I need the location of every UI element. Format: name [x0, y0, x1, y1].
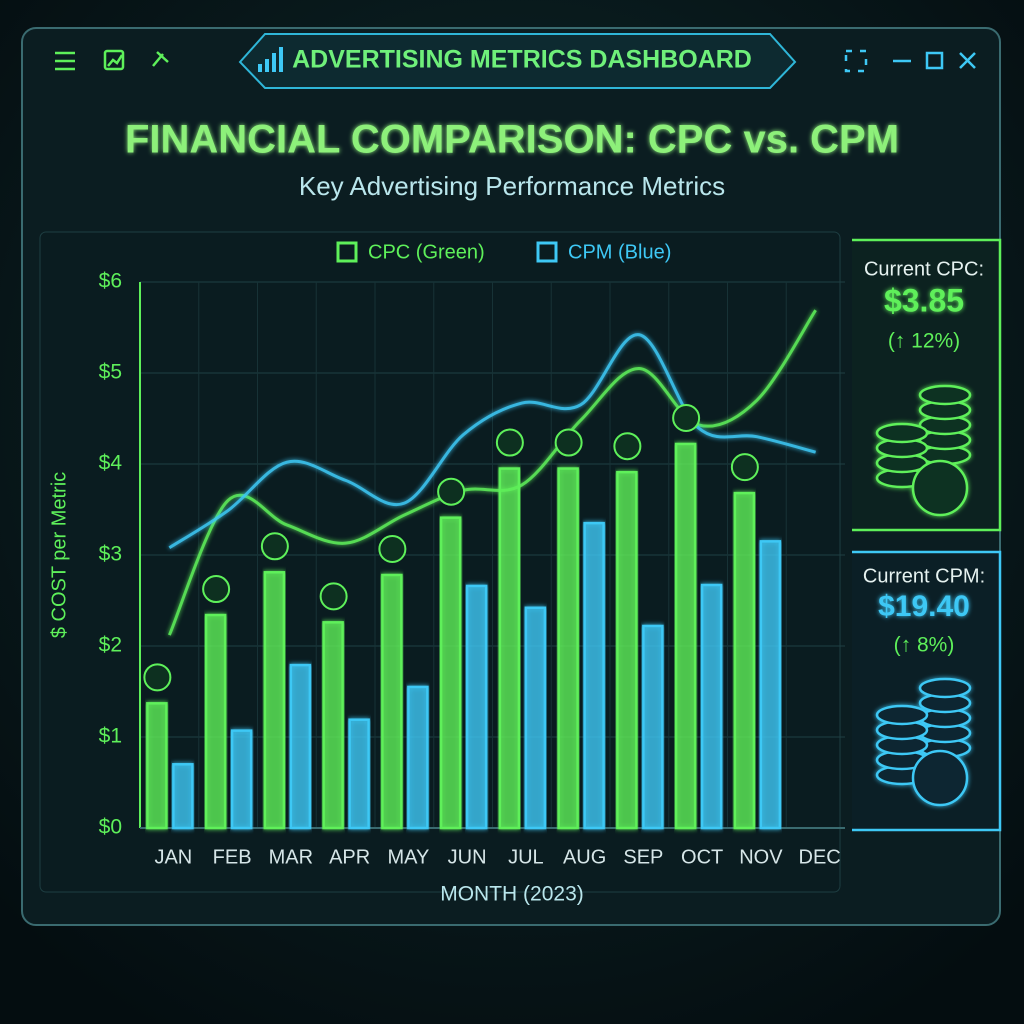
y-tick-label: $1: [99, 725, 122, 748]
y-tick-label: $5: [99, 361, 122, 384]
coin-icon: [437, 477, 466, 506]
bar: [289, 663, 312, 830]
x-tick-label: MAY: [387, 846, 429, 868]
card-label: Current CPC:: [864, 258, 984, 280]
window-controls[interactable]: [844, 49, 976, 73]
bar: [524, 606, 547, 830]
y-tick-label: $0: [99, 816, 122, 839]
side-panel: Current CPC: $3.85 (↑ 12%) Current CPM: …: [852, 238, 1002, 832]
trend-line: [167, 309, 817, 636]
x-tick-label: OCT: [681, 846, 723, 868]
chart-title: FINANCIAL COMPARISON: CPC vs. CPM: [125, 118, 899, 162]
bar: [263, 571, 286, 830]
window-title: ADVERTISING METRICS DASHBOARD: [292, 46, 752, 74]
coin-icon: [554, 428, 583, 457]
bar: [407, 685, 429, 830]
bar: [700, 583, 723, 830]
title-plate: [238, 33, 797, 89]
legend-label: CPC (Green): [368, 241, 485, 263]
card-change: (↑ 8%): [894, 634, 955, 657]
coin-icon: [613, 432, 642, 461]
coin-stack-blue: [875, 677, 972, 807]
bar: [172, 763, 194, 830]
plot: $0 $1 $2 $3 $4 $5 $6 JAN FEB MAR APR MAY JUN JUL AUG SE…: [99, 241, 845, 868]
card-change: (↑ 12%): [888, 330, 960, 353]
bar: [322, 621, 344, 830]
y-tick-label: $2: [99, 634, 122, 657]
legend-label: CPM (Blue): [568, 241, 671, 263]
x-tick-label: AUG: [563, 846, 606, 868]
x-tick-label: FEB: [213, 846, 252, 868]
x-tick-label: JUL: [508, 846, 544, 868]
bar: [616, 470, 638, 830]
y-tick-label: $3: [99, 543, 122, 566]
x-tick-label: JUN: [448, 846, 487, 868]
x-axis-label: MONTH (2023): [440, 883, 584, 906]
legend-swatch: [536, 241, 558, 263]
legend-swatch: [336, 241, 358, 263]
x-tick-label: SEP: [623, 846, 663, 868]
bar: [465, 584, 488, 830]
bar: [498, 467, 521, 830]
y-tick-label: $4: [99, 452, 123, 475]
bar: [759, 540, 782, 830]
coin-stack-green: [875, 384, 972, 517]
card-label: Current CPM:: [863, 565, 985, 587]
bar: [348, 718, 370, 830]
coin-icon: [730, 453, 759, 482]
x-tick-label: APR: [329, 846, 370, 868]
coin-icon: [495, 428, 524, 457]
bar: [583, 521, 605, 830]
trend-line: [168, 333, 817, 549]
coin-icon: [672, 403, 701, 432]
toolbar-icons: [55, 49, 169, 71]
bar: [381, 573, 403, 830]
x-tick-label: NOV: [739, 846, 783, 868]
bar: [146, 702, 168, 830]
x-tick-label: JAN: [154, 846, 192, 868]
bar: [204, 613, 227, 830]
coin-icon: [260, 532, 289, 561]
y-tick-label: $6: [99, 270, 122, 293]
bar: [674, 442, 697, 830]
bar: [439, 516, 462, 830]
bar: [230, 729, 253, 830]
x-tick-label: DEC: [799, 846, 841, 868]
coin-icon: [143, 663, 172, 692]
coin-icon: [202, 575, 231, 604]
card-value: $3.85: [884, 282, 964, 318]
bar: [642, 624, 664, 830]
title-icon: [258, 47, 283, 72]
card-value: $19.40: [878, 590, 970, 623]
x-tick-label: MAR: [269, 846, 313, 868]
bar: [557, 467, 579, 830]
coin-icon: [378, 535, 407, 564]
coin-icon: [319, 582, 348, 611]
bar: [733, 491, 756, 830]
chart-subtitle: Key Advertising Performance Metrics: [299, 171, 725, 201]
y-axis-label: $ COST per Metric: [48, 472, 70, 638]
